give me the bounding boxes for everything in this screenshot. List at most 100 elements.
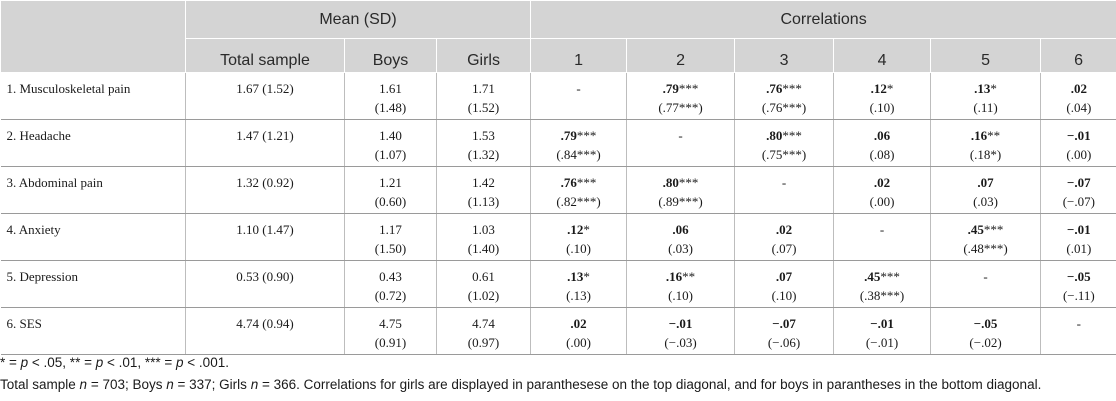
boys-sd: (1.50): [374, 241, 407, 256]
corr-value: .80***: [766, 128, 802, 143]
corr-paren-value: (.10): [869, 100, 895, 115]
header-corner: [0, 0, 186, 73]
corr-paren-value: (.84***): [556, 147, 601, 162]
corr-value: .79***: [560, 128, 597, 143]
boys-mean: 1.40: [379, 128, 402, 143]
girls-cell: 0.61 (1.02): [436, 260, 532, 308]
corr-cell-3-1: .76*** (.82***): [530, 166, 628, 214]
corr-cell-4-6: −.01 (.01): [1040, 213, 1116, 261]
corr-value: −.05: [1066, 269, 1091, 284]
corr-value: .12*: [870, 81, 894, 96]
corr-cell-2-1: .79*** (.84***): [530, 119, 628, 167]
corr-cell-6-5: −.05 (−.02): [930, 307, 1042, 355]
col-header-girls: Girls: [435, 38, 532, 73]
corr-cell-1-6: .02 (.04): [1040, 72, 1116, 120]
girls-sd: (1.40): [467, 241, 500, 256]
boys-cell: 1.17 (1.50): [344, 213, 437, 261]
corr-value: −.01: [1066, 222, 1091, 237]
corr-paren-value: (.03): [668, 241, 693, 256]
corr-paren-value: (.89***): [658, 194, 703, 209]
corr-paren-value: (.07): [771, 241, 797, 256]
boys-mean: 0.43: [379, 269, 402, 284]
girls-sd: (1.32): [467, 147, 500, 162]
corr-cell-2-3: .80*** (.75***): [734, 119, 835, 167]
corr-value: .12*: [567, 222, 590, 237]
corr-value: −.07: [1066, 175, 1091, 190]
corr-cell-1-1: -: [530, 72, 628, 120]
header-correlations: Correlations: [530, 0, 1116, 39]
corr-cell-1-5: .13* (.11): [930, 72, 1042, 120]
corr-cell-2-2: -: [626, 119, 736, 167]
corr-value: .13*: [567, 269, 590, 284]
boys-sd: (0.60): [374, 194, 407, 209]
table-row-6: 6. SES 4.74 (0.94) 4.75 (0.91) 4.74 (0.97)…: [0, 307, 1116, 355]
corr-cell-3-2: .80*** (.89***): [626, 166, 736, 214]
header-mean-sd: Mean (SD): [184, 0, 532, 39]
boys-cell: 0.43 (0.72): [344, 260, 437, 308]
corr-value: .02: [1070, 81, 1087, 96]
total-sample-cell: 1.67 (1.52): [185, 72, 345, 120]
corr-cell-4-5: .45*** (.48***): [930, 213, 1042, 261]
total-sample-cell: 1.32 (0.92): [185, 166, 345, 214]
sample-note: Total sample n = 703; Boys n = 337; Girl…: [0, 377, 1042, 392]
corr-value: −.01: [668, 316, 693, 331]
col-header-corr-6: 6: [1040, 38, 1116, 73]
corr-paren-value: (.08): [869, 147, 895, 162]
corr-value: .16**: [665, 269, 696, 284]
table-row-1: 1. Musculoskeletal pain 1.67 (1.52) 1.61…: [0, 72, 1116, 120]
girls-mean: 0.61: [472, 269, 495, 284]
total-sample-cell: 1.10 (1.47): [185, 213, 345, 261]
row-label: 6. SES: [0, 307, 186, 355]
col-header-corr-2: 2: [626, 38, 736, 73]
table-row-2: 2. Headache 1.47 (1.21) 1.40 (1.07) 1.53 (…: [0, 119, 1116, 167]
corr-cell-1-2: .79*** (.77***): [626, 72, 736, 120]
girls-sd: (1.52): [467, 100, 500, 115]
col-header-boys: Boys: [344, 38, 437, 73]
corr-paren-value: (.82***): [556, 194, 601, 209]
corr-paren-value: (.11): [973, 100, 998, 115]
total-sample-cell: 4.74 (0.94): [185, 307, 345, 355]
corr-value: .13*: [974, 81, 997, 96]
corr-cell-4-1: .12* (.10): [530, 213, 628, 261]
boys-sd: (1.48): [374, 100, 407, 115]
corr-cell-6-1: .02 (.00): [530, 307, 628, 355]
boys-cell: 1.40 (1.07): [344, 119, 437, 167]
corr-cell-5-5: -: [930, 260, 1042, 308]
corr-paren-value: (.18*): [969, 147, 1002, 162]
corr-paren-value: (.03): [973, 194, 998, 209]
corr-paren-value: (.00): [1066, 147, 1092, 162]
corr-value: −.01: [1066, 128, 1091, 143]
corr-cell-6-2: −.01 (−.03): [626, 307, 736, 355]
corr-paren-value: (−.03): [664, 335, 697, 350]
corr-value: .07: [977, 175, 994, 190]
corr-paren-value: (.38***): [859, 288, 905, 303]
girls-sd: (0.97): [467, 335, 500, 350]
corr-value: .06: [873, 128, 891, 143]
girls-cell: 1.42 (1.13): [436, 166, 532, 214]
table-row-5: 5. Depression 0.53 (0.90) 0.43 (0.72) 0.6…: [0, 260, 1116, 308]
corr-value: −.05: [973, 316, 998, 331]
girls-cell: 1.03 (1.40): [436, 213, 532, 261]
corr-paren-value: (.01): [1066, 241, 1092, 256]
corr-cell-3-6: −.07 (−.07): [1040, 166, 1116, 214]
corr-cell-6-6: -: [1040, 307, 1116, 355]
corr-cell-4-2: .06 (.03): [626, 213, 736, 261]
corr-cell-4-3: .02 (.07): [734, 213, 835, 261]
corr-paren-value: (.10): [771, 288, 797, 303]
corr-paren-value: (.77***): [658, 100, 703, 115]
corr-cell-5-3: .07 (.10): [734, 260, 835, 308]
corr-paren-value: (.76***): [761, 100, 807, 115]
girls-mean: 1.03: [472, 222, 495, 237]
boys-sd: (0.91): [374, 335, 407, 350]
corr-paren-value: (−.11): [1062, 288, 1095, 303]
corr-cell-3-5: .07 (.03): [930, 166, 1042, 214]
corr-paren-value: (−.07): [1062, 194, 1095, 209]
corr-cell-2-5: .16** (.18*): [930, 119, 1042, 167]
corr-cell-6-4: −.01 (−.01): [833, 307, 932, 355]
boys-mean: 1.21: [379, 175, 402, 190]
corr-paren-value: (.10): [668, 288, 693, 303]
corr-value: .07: [775, 269, 793, 284]
corr-value: .80***: [662, 175, 699, 190]
corr-paren-value: (.75***): [761, 147, 807, 162]
corr-value: .45***: [967, 222, 1004, 237]
